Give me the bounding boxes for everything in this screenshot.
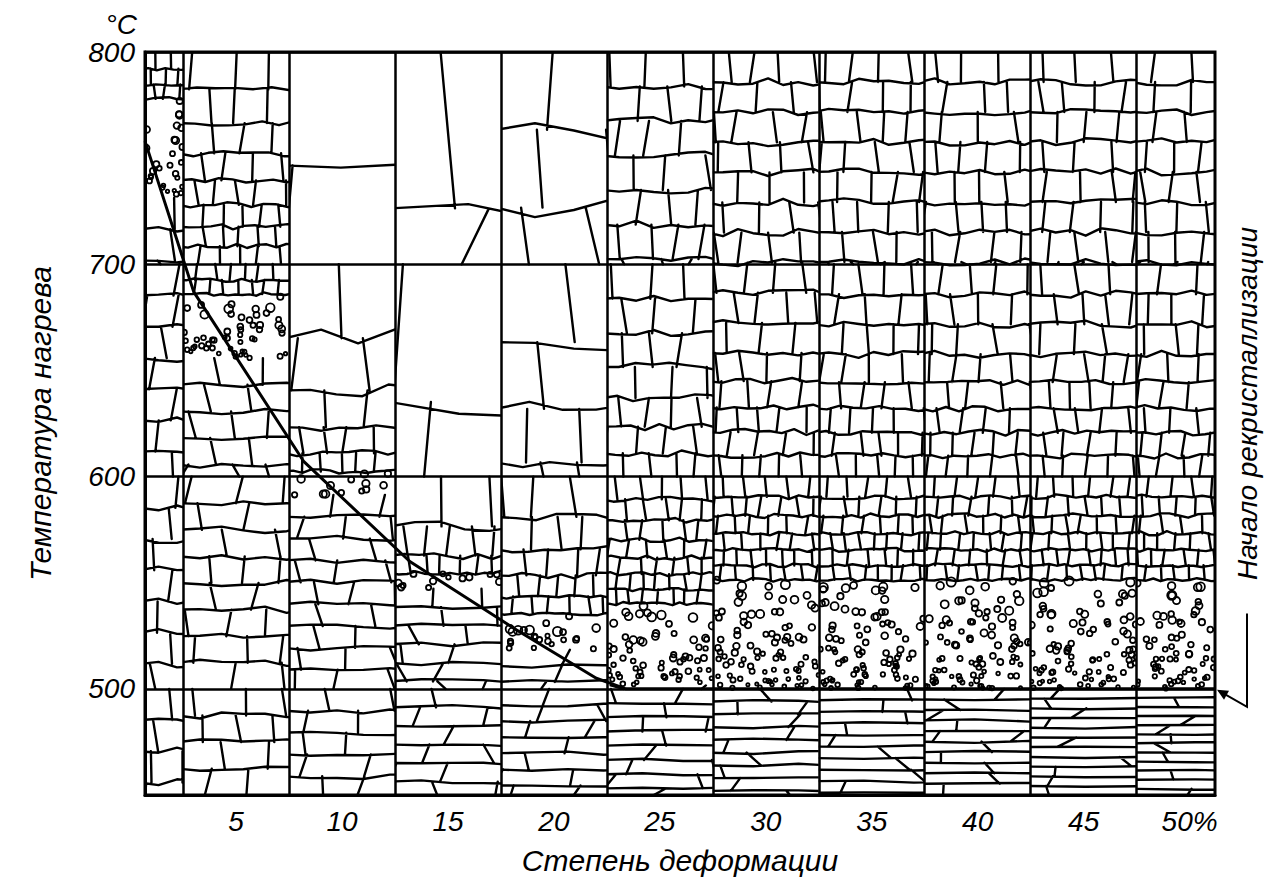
svg-text:30: 30 [750, 806, 782, 837]
svg-text:35: 35 [856, 806, 888, 837]
svg-text:Степень деформации: Степень деформации [522, 844, 839, 877]
svg-text:800: 800 [88, 37, 135, 68]
svg-text:700: 700 [88, 249, 135, 280]
svg-text:Температура нагрева: Температура нагрева [24, 266, 57, 581]
svg-text:45: 45 [1068, 806, 1100, 837]
svg-text:50%: 50% [1162, 806, 1218, 837]
svg-text:Начало рекристаллизации: Начало рекристаллизации [1232, 226, 1263, 580]
svg-text:25: 25 [643, 806, 676, 837]
svg-text:5: 5 [228, 806, 244, 837]
svg-text:°C: °C [106, 9, 138, 40]
svg-text:20: 20 [537, 806, 570, 837]
svg-text:15: 15 [432, 806, 464, 837]
svg-text:500: 500 [88, 673, 135, 704]
svg-text:600: 600 [88, 461, 135, 492]
svg-text:40: 40 [962, 806, 994, 837]
svg-text:10: 10 [326, 806, 358, 837]
